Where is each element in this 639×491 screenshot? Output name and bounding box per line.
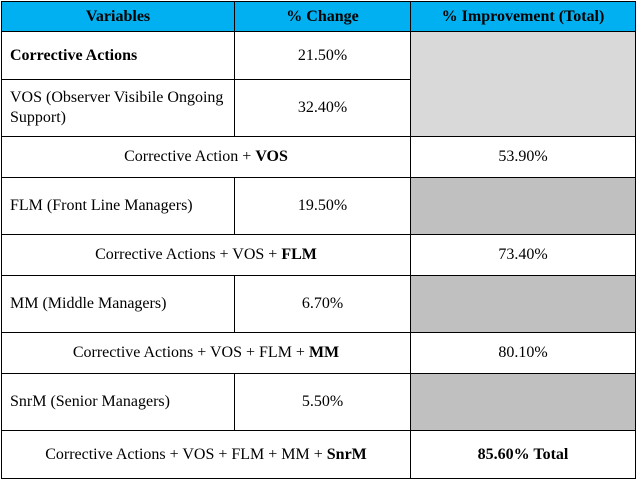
sum-total-4: 85.60% Total — [410, 430, 636, 479]
table-row: VOS (Observer Visibile Ongoing Support) … — [1, 79, 636, 137]
sum-prefix-2: Corrective Actions + VOS + — [95, 246, 282, 263]
table-row: Corrective Actions + VOS + FLM 73.40% — [1, 234, 636, 276]
sum-total-2: 73.40% — [410, 234, 636, 276]
sum-total-3: 80.10% — [410, 332, 636, 374]
sum-label-3: Corrective Actions + VOS + FLM + MM — [1, 332, 411, 374]
improvement-table: Variables % Change % Improvement (Total)… — [1, 1, 636, 479]
table-row: Corrective Actions + VOS + FLM + MM + Sn… — [1, 430, 636, 479]
header-improvement: % Improvement (Total) — [410, 1, 636, 32]
row-change-corrective-actions: 21.50% — [234, 31, 411, 80]
table-row: Corrective Actions 21.50% — [1, 31, 636, 137]
row-change-vos: 32.40% — [234, 79, 411, 137]
sum-prefix-4: Corrective Actions + VOS + FLM + MM + — [45, 445, 327, 463]
sum-bold-3: MM — [308, 344, 340, 361]
sum-label-1: Corrective Action + VOS — [1, 136, 411, 178]
row-change-snrm: 5.50% — [234, 373, 411, 431]
sum-label-4: Corrective Actions + VOS + FLM + MM + Sn… — [1, 430, 411, 479]
sum-bold-1: VOS — [255, 148, 288, 165]
sum-prefix-3: Corrective Actions + VOS + FLM + — [72, 344, 309, 361]
row-label-flm: FLM (Front Line Managers) — [1, 177, 235, 235]
table-row: FLM (Front Line Managers) 19.50% — [1, 177, 636, 235]
sum-total-1: 53.90% — [410, 136, 636, 178]
sum-prefix-1: Corrective Action + — [124, 148, 256, 165]
row-label-snrm: SnrM (Senior Managers) — [1, 373, 235, 431]
sum-bold-2: FLM — [281, 246, 317, 263]
row-change-mm: 6.70% — [234, 275, 411, 333]
table-row: Corrective Action + VOS 53.90% — [1, 136, 636, 178]
empty-cell-4 — [410, 373, 636, 431]
empty-cell-2 — [410, 177, 636, 235]
row-change-flm: 19.50% — [234, 177, 411, 235]
row-label-corrective-actions: Corrective Actions — [1, 31, 235, 80]
sum-label-2: Corrective Actions + VOS + FLM — [1, 234, 411, 276]
header-variables: Variables — [1, 1, 235, 32]
empty-cell-1 — [410, 31, 636, 137]
table-header-row: Variables % Change % Improvement (Total) — [1, 1, 636, 32]
table-row: MM (Middle Managers) 6.70% — [1, 275, 636, 333]
sum-bold-4: SnrM — [326, 445, 367, 463]
table-row: Corrective Actions + VOS + FLM + MM 80.1… — [1, 332, 636, 374]
empty-cell-3 — [410, 275, 636, 333]
row-label-vos: VOS (Observer Visibile Ongoing Support) — [1, 79, 235, 137]
header-change: % Change — [234, 1, 411, 32]
row-label-mm: MM (Middle Managers) — [1, 275, 235, 333]
table-row: SnrM (Senior Managers) 5.50% — [1, 373, 636, 431]
